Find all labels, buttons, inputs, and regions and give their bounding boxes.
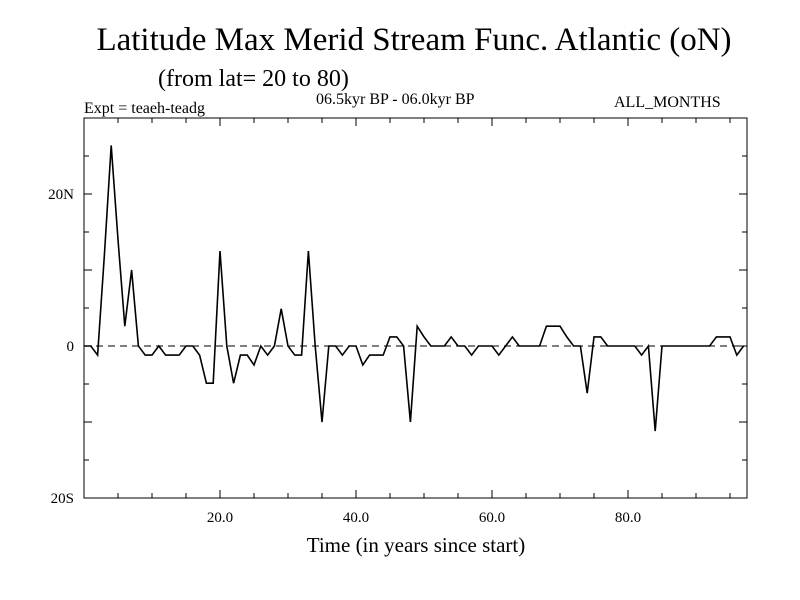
plot-frame bbox=[83, 117, 748, 499]
y-tick-label: 20S bbox=[51, 491, 74, 507]
x-tick-label: 20.0 bbox=[207, 510, 233, 526]
tick-labels: 20.0 40.0 60.0 80.0 20N 0 20S bbox=[48, 187, 641, 526]
y-tick-label: 0 bbox=[67, 339, 75, 355]
data-points bbox=[84, 145, 744, 431]
data-series-line bbox=[84, 145, 745, 432]
x-tick-label: 40.0 bbox=[343, 510, 369, 526]
x-tick-label: 60.0 bbox=[479, 510, 505, 526]
chart-title: Latitude Max Merid Stream Func. Atlantic… bbox=[96, 22, 732, 58]
axis-ticks bbox=[84, 118, 747, 498]
period-label: 06.5kyr BP - 06.0kyr BP bbox=[316, 91, 475, 108]
chart-subtitle: (from lat= 20 to 80) bbox=[158, 66, 349, 92]
x-axis-label: Time (in years since start) bbox=[306, 533, 526, 557]
months-label: ALL_MONTHS bbox=[614, 94, 721, 111]
y-tick-label: 20N bbox=[48, 187, 74, 203]
x-tick-label: 80.0 bbox=[615, 510, 641, 526]
experiment-label: Expt = teaeh-teadg bbox=[84, 100, 205, 117]
